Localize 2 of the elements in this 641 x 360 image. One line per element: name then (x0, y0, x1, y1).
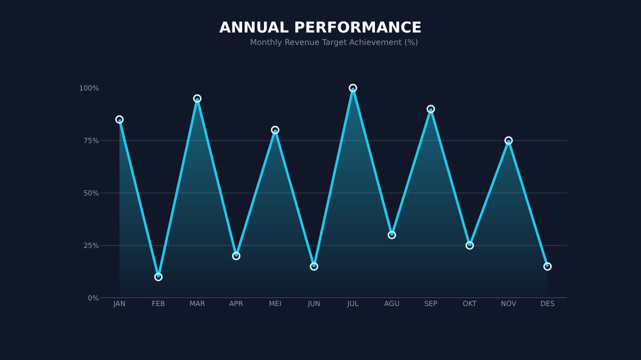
chart-title: ANNUAL PERFORMANCE (219, 18, 422, 36)
chart-subtitle: Monthly Revenue Target Achievement (%) (250, 38, 418, 47)
